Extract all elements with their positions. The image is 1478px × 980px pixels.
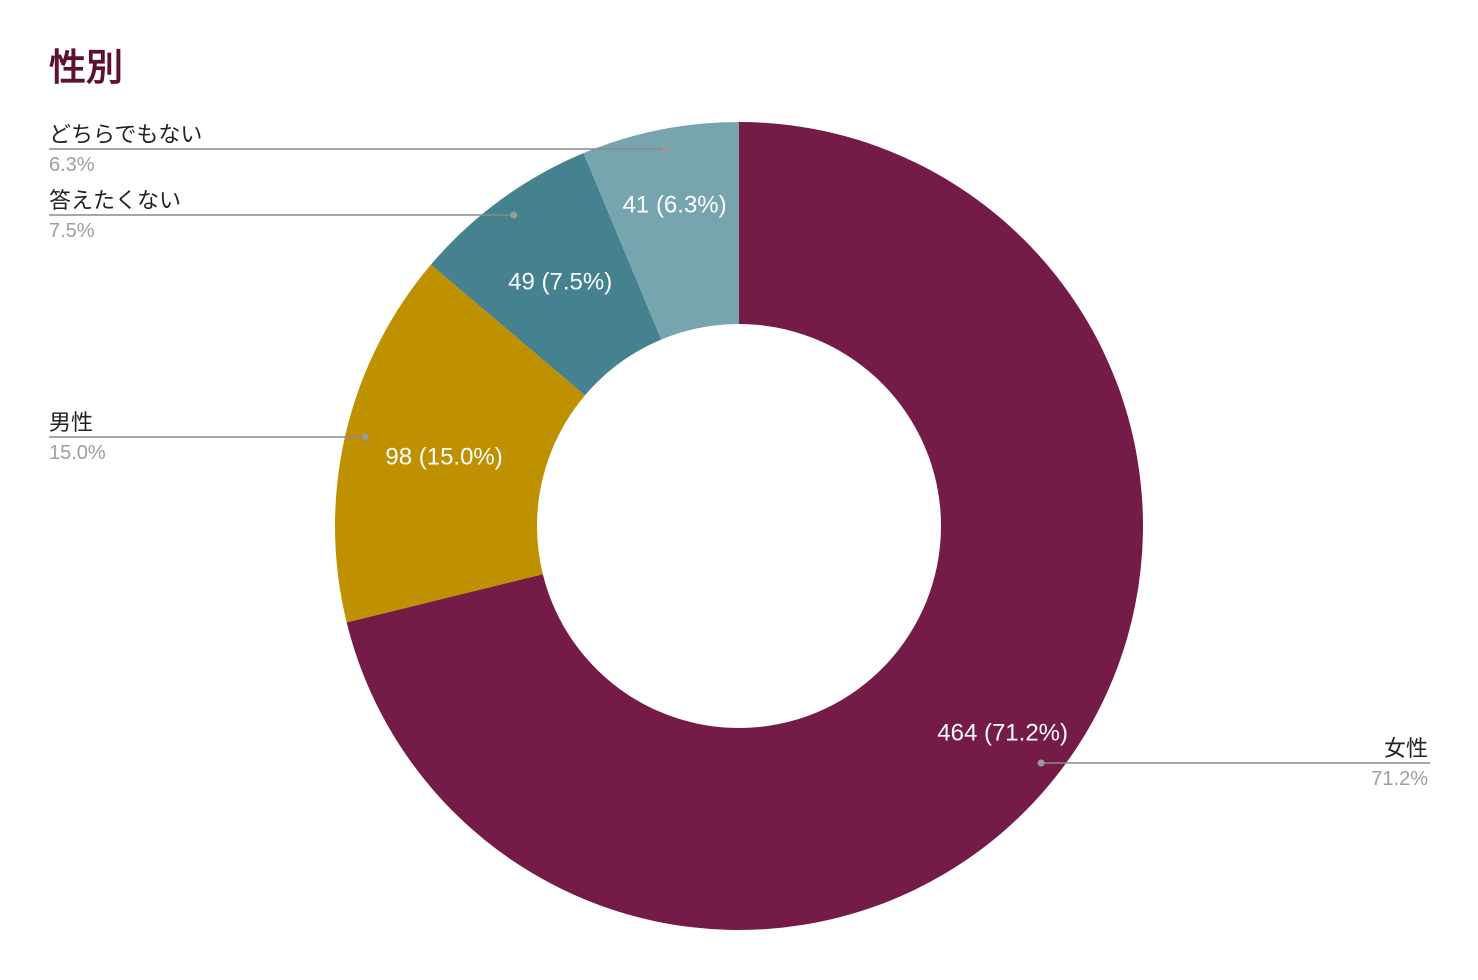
slice-value-label: 41 (6.3%)	[623, 191, 727, 218]
callout-category-label: 答えたくない	[49, 188, 181, 213]
callout-dot	[510, 211, 518, 219]
callout-dot	[361, 433, 369, 441]
callout-percent-label: 6.3%	[49, 154, 95, 176]
callouts: 女性 71.2% 男性 15.0% 答えたくない 7.5% どちらでもない 6.3%	[49, 122, 1430, 790]
slice-value-label: 464 (71.2%)	[937, 720, 1068, 747]
callout-category-label: 男性	[49, 410, 93, 435]
slice-value-label: 98 (15.0%)	[385, 444, 502, 471]
callout-percent-label: 7.5%	[49, 220, 95, 242]
callout-category-label: どちらでもない	[49, 122, 202, 147]
callout-dot	[662, 145, 670, 153]
slice-value-label: 49 (7.5%)	[508, 268, 612, 295]
callout-percent-label: 15.0%	[49, 442, 106, 464]
donut-slice	[430, 153, 662, 396]
slice-labels: 464 (71.2%) 98 (15.0%) 49 (7.5%) 41 (6.3%)	[385, 191, 1068, 746]
donut-slice	[583, 122, 739, 340]
donut-slice	[335, 264, 585, 623]
donut-slices	[335, 122, 1143, 930]
callout-dot	[1037, 759, 1045, 767]
donut-slice	[346, 122, 1143, 930]
callout-category-label: 女性	[1384, 736, 1428, 761]
chart-title: 性別	[49, 47, 123, 88]
callout-percent-label: 71.2%	[1371, 768, 1428, 790]
